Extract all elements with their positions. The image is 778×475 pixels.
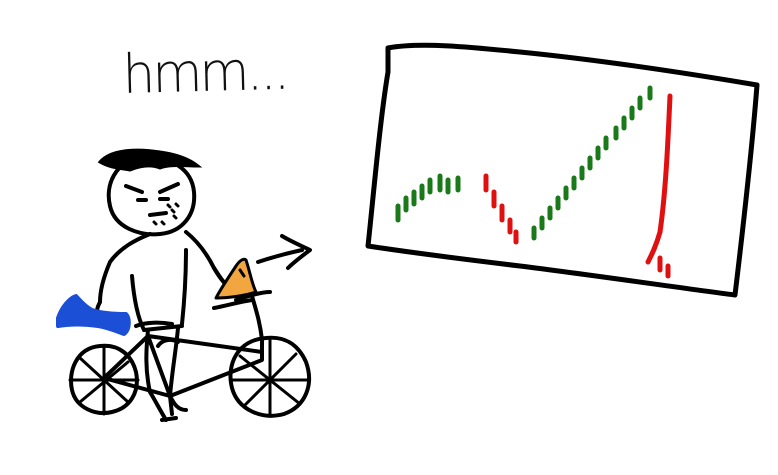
phone-shape [214,257,258,300]
person-head [97,148,203,237]
monitor-frame [365,42,760,298]
shoe-shape [56,294,131,336]
phone [214,257,258,300]
bicycle [68,290,311,422]
blue-shoe [56,294,131,336]
candlestick-series [395,85,673,279]
hair [97,148,203,172]
crash-candle [645,93,673,265]
gaze-arrow [256,234,312,270]
